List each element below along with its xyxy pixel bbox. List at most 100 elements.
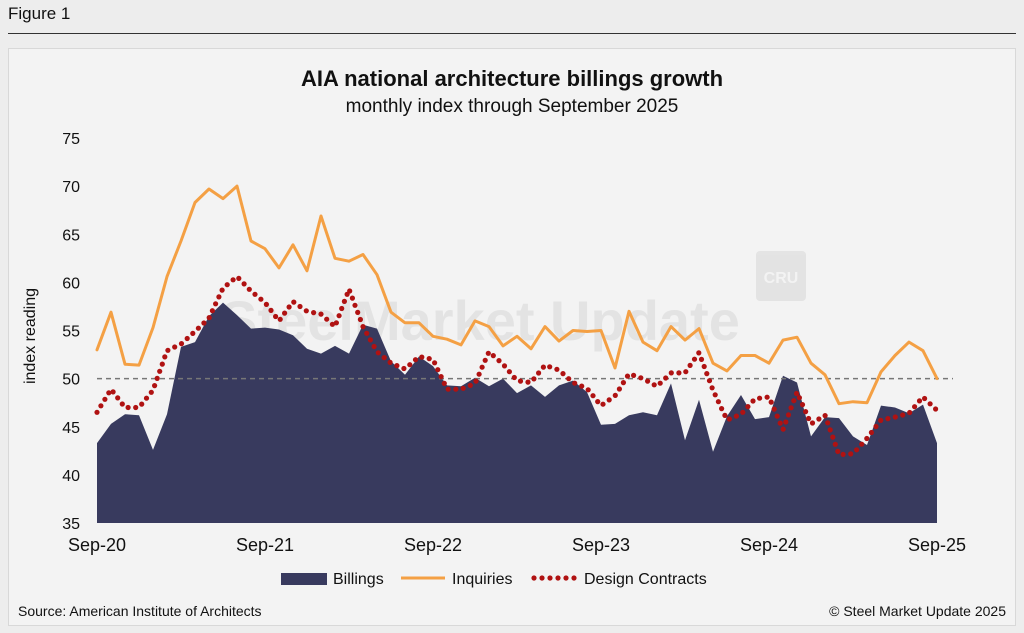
- y-tick-label: 35: [62, 516, 80, 533]
- series-design-contracts-dot: [590, 393, 596, 399]
- series-design-contracts-dot: [698, 356, 705, 362]
- series-inquiries-line: [95, 184, 939, 406]
- x-tick-label: Sep-25: [908, 535, 966, 555]
- series-design-contracts-dot: [341, 298, 347, 304]
- series-design-contracts-dot: [696, 350, 702, 356]
- series-design-contracts-dot: [375, 350, 381, 356]
- series-design-contracts-dot: [785, 412, 792, 418]
- series-design-contracts-dot: [216, 294, 222, 300]
- series-design-contracts-dot: [152, 383, 158, 389]
- legend-design-contracts-swatch: [531, 575, 537, 581]
- series-design-contracts-dot: [832, 441, 838, 447]
- y-tick-label: 75: [62, 131, 80, 148]
- series-design-contracts-dot: [712, 392, 718, 398]
- series-design-contracts-dot: [933, 406, 939, 412]
- series-design-contracts-dot: [178, 341, 185, 347]
- series-design-contracts-dot: [432, 360, 438, 366]
- series-design-contracts-dot: [476, 371, 482, 377]
- series-design-contracts-dot: [806, 415, 812, 422]
- y-tick-label: 65: [62, 227, 80, 244]
- x-tick-label: Sep-22: [404, 535, 462, 555]
- series-design-contracts-dot: [691, 356, 698, 362]
- series-design-contracts-dot: [912, 404, 918, 410]
- legend-design-contracts-swatch: [555, 575, 561, 581]
- series-design-contracts-dot: [102, 396, 108, 402]
- series-design-contracts-dot: [219, 287, 225, 293]
- series-design-contracts-dot: [394, 363, 400, 369]
- series-design-contracts-dot: [663, 375, 669, 381]
- series-design-contracts-dot: [467, 382, 473, 388]
- series-design-contracts-dot: [419, 354, 425, 360]
- series-design-contracts-dot: [706, 378, 713, 384]
- svg-text:CRU: CRU: [764, 270, 799, 287]
- series-design-contracts-dot: [757, 395, 763, 401]
- series-billings-area: [97, 302, 937, 523]
- figure-label: Figure 1: [8, 4, 71, 23]
- series-design-contracts-dot: [154, 375, 160, 381]
- series-design-contracts-dot: [381, 355, 387, 361]
- series-design-contracts-dot: [788, 405, 794, 411]
- series-design-contracts-dot: [297, 303, 303, 310]
- legend-billings-label: Billings: [333, 571, 384, 588]
- legend-design-contracts-swatch: [539, 575, 545, 581]
- series-design-contracts-dot: [165, 347, 171, 353]
- series-design-contracts-dot: [445, 386, 451, 392]
- series-design-contracts-dot: [774, 413, 780, 419]
- series-design-contracts-dot: [460, 385, 466, 391]
- series-design-contracts-dot: [803, 409, 809, 415]
- legend-inquiries-label: Inquiries: [452, 571, 512, 588]
- series-design-contracts-dot: [119, 401, 125, 407]
- series-design-contracts-dot: [157, 368, 163, 374]
- series-design-contracts-dot: [162, 354, 168, 360]
- x-tick-label: Sep-21: [236, 535, 294, 555]
- series-design-contracts-dot: [333, 320, 339, 326]
- legend: Billings Inquiries Design Contracts: [281, 571, 707, 588]
- series-design-contracts-dot: [184, 335, 190, 342]
- series-design-contracts-dot: [722, 412, 728, 418]
- series-design-contracts-dot: [531, 376, 537, 382]
- legend-design-contracts-label: Design Contracts: [584, 571, 707, 588]
- series-design-contracts-dot: [612, 392, 618, 398]
- y-tick-label: 70: [62, 179, 80, 196]
- series-design-contracts-dot: [848, 451, 854, 457]
- series-design-contracts-dot: [701, 363, 707, 370]
- series-design-contracts-dot: [252, 291, 258, 297]
- series-design-contracts-dot: [426, 356, 432, 362]
- series-design-contracts-dot: [631, 372, 637, 378]
- series-design-contracts-dot: [859, 441, 865, 447]
- series-design-contracts-dot: [311, 310, 317, 316]
- legend-design-contracts-swatch: [563, 575, 569, 581]
- series-design-contracts-dot: [783, 419, 789, 425]
- series-design-contracts-dot: [796, 395, 803, 401]
- series-design-contracts-dot: [438, 374, 444, 380]
- plot-area: 35 40 45 50 55 60 65 70 75 Sep-20 Sep-21 Sep-22 Sep-…: [62, 131, 966, 555]
- series-design-contracts-dot: [360, 324, 366, 330]
- series-design-contracts-dot: [809, 420, 816, 426]
- legend-design-contracts-swatch: [571, 575, 577, 581]
- series-design-contracts-dot: [657, 380, 663, 386]
- series-design-contracts-dot: [125, 404, 131, 411]
- series-design-contracts-dot: [540, 364, 547, 370]
- series-design-contracts-dot: [94, 409, 100, 415]
- x-tick-label: Sep-20: [68, 535, 126, 555]
- series-design-contracts-dot: [139, 401, 145, 407]
- series-design-contracts-dot: [339, 305, 345, 312]
- series-design-contracts-dot: [624, 373, 631, 379]
- series-design-contracts-dot: [324, 316, 330, 322]
- source-note: Source: American Institute of Architects: [18, 603, 262, 619]
- series-design-contracts-dot: [263, 301, 269, 307]
- series-design-contracts-dot: [159, 361, 165, 367]
- series-design-contracts-dot: [401, 365, 407, 372]
- header-rule: [8, 33, 1016, 34]
- series-design-contracts-dot: [600, 401, 606, 407]
- series-design-contracts-dot: [412, 357, 419, 363]
- series-design-contracts-dot: [277, 316, 283, 322]
- series-design-contracts-dot: [687, 362, 693, 368]
- y-tick-label: 60: [62, 275, 80, 292]
- series-design-contracts-dot: [479, 364, 485, 370]
- series-design-contracts-dot: [303, 308, 309, 314]
- series-design-contracts-dot: [791, 398, 797, 404]
- series-design-contracts-dot: [536, 370, 542, 376]
- series-design-contracts-dot: [148, 389, 154, 395]
